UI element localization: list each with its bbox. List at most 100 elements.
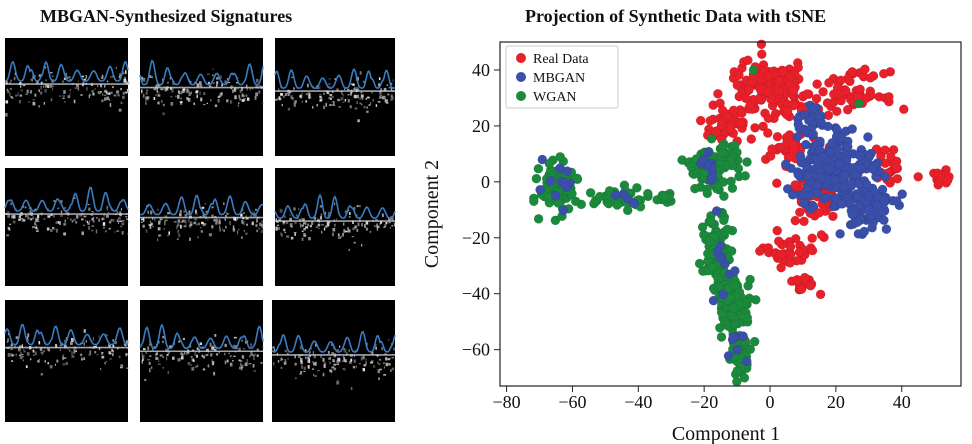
signal-speckle xyxy=(180,357,184,360)
signal-speckle xyxy=(185,351,188,355)
signal-speckle xyxy=(145,96,147,101)
signal-speckle xyxy=(236,88,239,90)
signal-speckle xyxy=(40,81,44,84)
signal-speckle xyxy=(273,362,275,366)
signal-speckle xyxy=(146,89,149,92)
signal-speckle xyxy=(354,349,357,352)
signal-speckle xyxy=(320,223,322,226)
signal-speckle xyxy=(15,336,19,339)
signal-speckle xyxy=(368,104,371,106)
signal-speckle xyxy=(152,226,154,228)
signal-speckle xyxy=(284,231,286,234)
signature-trace xyxy=(4,186,129,212)
signal-speckle xyxy=(343,368,346,371)
signal-speckle xyxy=(27,217,30,220)
scatter-point xyxy=(612,200,623,210)
signal-speckle xyxy=(241,355,245,359)
signal-speckle xyxy=(155,84,158,88)
panel-background xyxy=(275,38,395,156)
signal-speckle xyxy=(22,206,25,208)
signal-speckle xyxy=(279,208,283,213)
signature-trace xyxy=(4,60,129,82)
scatter-point xyxy=(852,217,863,228)
signal-speckle xyxy=(180,90,183,95)
scatter-point xyxy=(570,196,581,207)
signal-speckle xyxy=(116,219,119,222)
signal-speckle xyxy=(206,102,208,104)
signal-speckle xyxy=(186,88,189,93)
signal-speckle xyxy=(203,223,207,226)
scatter-point xyxy=(725,123,736,134)
signal-speckle xyxy=(361,223,363,227)
signal-speckle xyxy=(165,87,167,92)
signal-speckle xyxy=(350,93,352,96)
signal-speckle xyxy=(81,231,84,236)
signal-speckle xyxy=(168,231,170,235)
signal-speckle xyxy=(120,101,123,105)
signal-speckle xyxy=(38,89,40,92)
signal-speckle xyxy=(113,94,117,97)
signal-speckle xyxy=(18,218,22,221)
signal-speckle xyxy=(70,341,73,345)
signal-speckle xyxy=(246,223,248,226)
signal-speckle xyxy=(164,221,166,226)
signal-speckle xyxy=(246,87,248,91)
signal-speckle xyxy=(309,351,311,354)
signal-speckle xyxy=(224,218,226,221)
signal-speckle xyxy=(310,229,312,232)
signal-speckle xyxy=(232,228,236,232)
signal-speckle xyxy=(178,233,181,238)
signature-trace xyxy=(274,193,396,219)
signal-speckle xyxy=(330,98,332,100)
signal-speckle xyxy=(91,225,94,227)
signal-speckle xyxy=(97,84,99,88)
signal-speckle xyxy=(20,89,23,92)
signal-speckle xyxy=(159,354,162,357)
signal-speckle xyxy=(328,357,330,360)
signal-speckle xyxy=(242,212,245,214)
scatter-point xyxy=(533,214,544,224)
signal-speckle xyxy=(261,220,263,223)
signal-speckle xyxy=(22,359,24,362)
signal-speckle xyxy=(286,352,289,355)
scatter-point xyxy=(795,151,806,162)
signal-speckle xyxy=(167,348,170,351)
signal-speckle xyxy=(380,88,383,92)
signal-speckle xyxy=(43,102,46,105)
signal-speckle xyxy=(328,96,331,100)
signal-speckle xyxy=(82,75,84,78)
signal-speckle xyxy=(112,353,114,357)
signal-speckle xyxy=(177,223,180,227)
signal-speckle xyxy=(336,363,339,365)
signal-speckle xyxy=(203,104,206,106)
signal-speckle xyxy=(313,355,316,359)
signal-speckle xyxy=(256,218,258,223)
signal-speckle xyxy=(112,339,114,342)
signal-speckle xyxy=(10,202,12,206)
signal-speckle xyxy=(60,200,63,203)
signal-speckle xyxy=(91,90,94,93)
signal-speckle xyxy=(20,352,22,357)
signal-speckle xyxy=(305,93,308,96)
signal-speckle xyxy=(307,365,310,369)
signal-speckle xyxy=(64,219,66,223)
signal-speckle xyxy=(233,336,237,339)
signal-speckle xyxy=(316,104,319,107)
signal-speckle xyxy=(255,224,258,228)
signal-speckle xyxy=(370,102,372,105)
signal-speckle xyxy=(142,224,145,228)
signal-speckle xyxy=(38,341,41,345)
legend-entry: MBGAN xyxy=(533,71,585,86)
signal-speckle xyxy=(104,334,108,337)
signal-speckle xyxy=(194,212,198,215)
signal-speckle xyxy=(325,102,327,107)
signal-speckle xyxy=(91,218,93,221)
signal-speckle xyxy=(218,218,221,222)
signal-speckle xyxy=(38,359,40,363)
signal-speckle xyxy=(97,91,101,95)
signal-speckle xyxy=(246,97,250,101)
signal-speckle xyxy=(252,211,255,215)
signal-speckle xyxy=(385,362,389,367)
signal-speckle xyxy=(347,98,350,103)
signal-speckle xyxy=(361,243,363,247)
